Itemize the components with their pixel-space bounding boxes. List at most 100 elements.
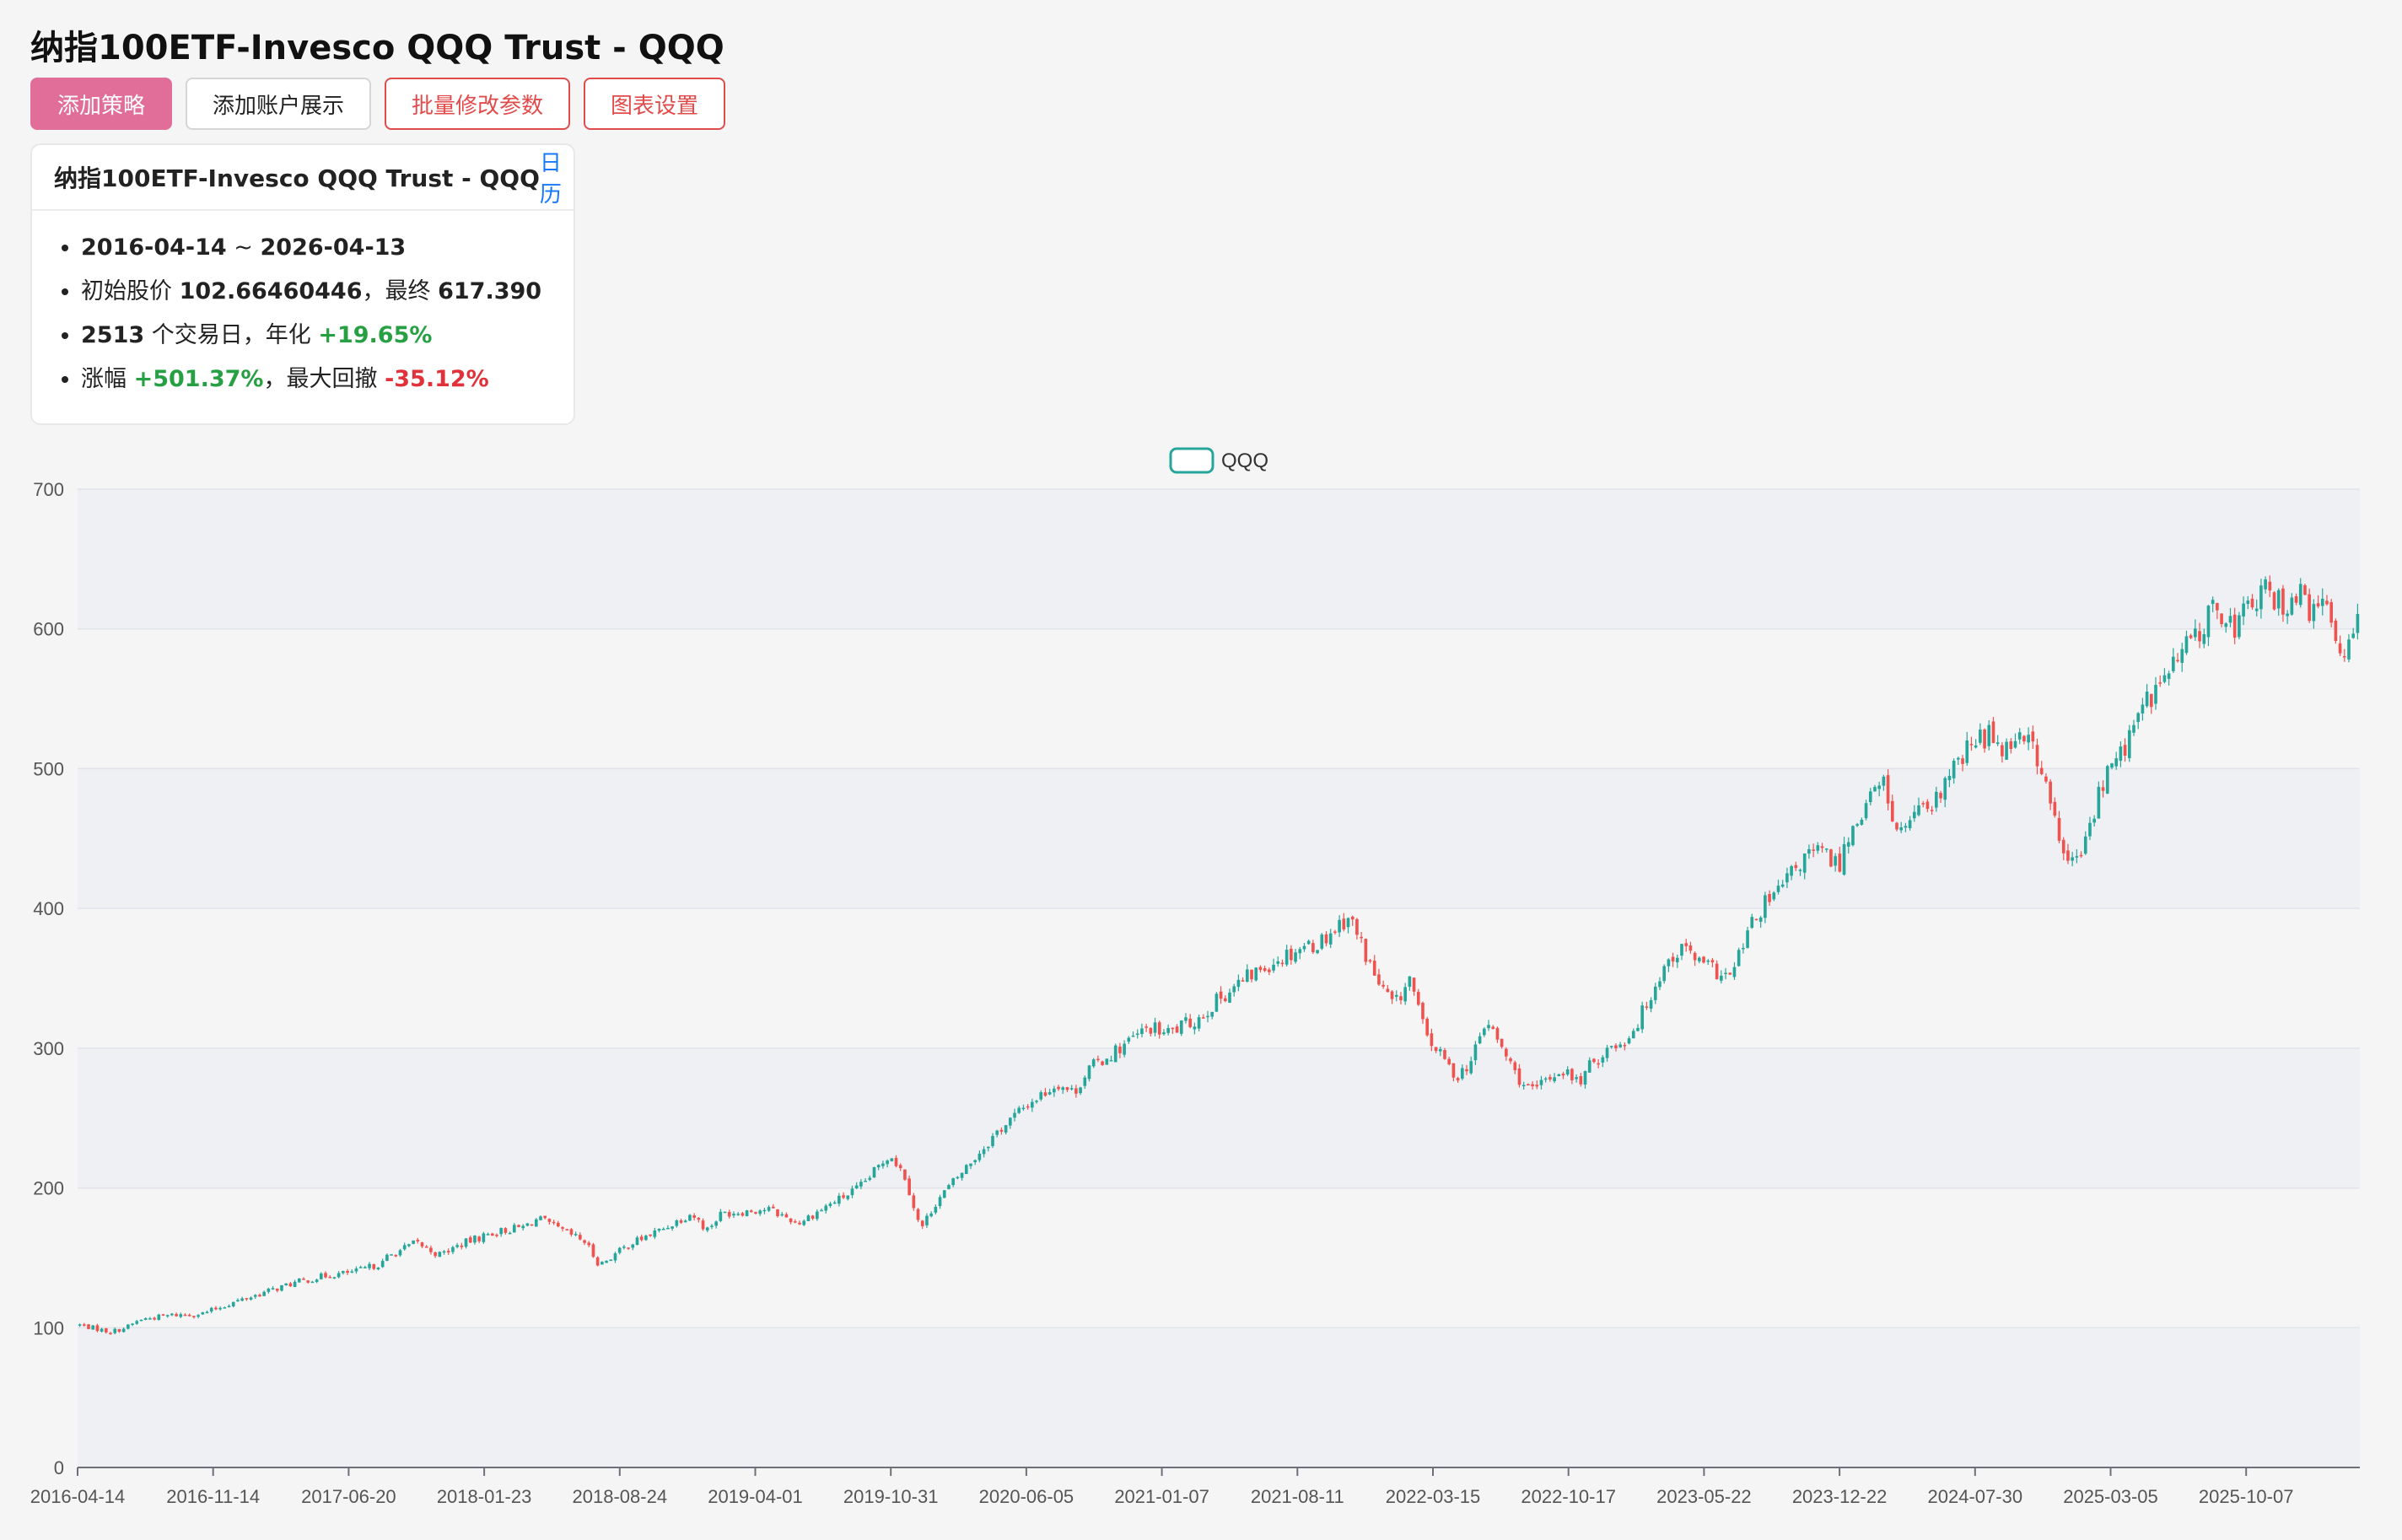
y-tick-label: 300 bbox=[33, 1038, 64, 1059]
candle bbox=[903, 1169, 907, 1180]
add-account-display-button[interactable]: 添加账户展示 bbox=[186, 78, 372, 130]
candle bbox=[424, 1247, 428, 1248]
start-date: 2016-04-14 bbox=[81, 234, 227, 261]
candle bbox=[2119, 746, 2123, 761]
candle bbox=[87, 1324, 90, 1329]
candle bbox=[920, 1220, 924, 1226]
candle bbox=[2264, 579, 2267, 590]
y-tick-label: 200 bbox=[33, 1178, 64, 1199]
candle bbox=[1974, 745, 1978, 748]
candle bbox=[113, 1328, 117, 1333]
candle bbox=[1342, 918, 1346, 930]
grid-band bbox=[78, 768, 2360, 909]
candle bbox=[1882, 776, 1886, 786]
candle bbox=[1820, 846, 1824, 848]
candle bbox=[2294, 595, 2298, 603]
candle bbox=[1649, 999, 1653, 1009]
candle bbox=[1531, 1084, 1534, 1086]
candle bbox=[1772, 892, 1776, 900]
candle bbox=[1570, 1069, 1574, 1080]
candle bbox=[1750, 917, 1754, 929]
candle bbox=[1886, 775, 1890, 804]
candle bbox=[776, 1209, 779, 1217]
candle bbox=[2286, 613, 2289, 617]
candle bbox=[486, 1234, 490, 1236]
candle bbox=[1754, 918, 1758, 921]
candle bbox=[876, 1165, 881, 1168]
candle bbox=[1069, 1088, 1074, 1090]
candle bbox=[1961, 758, 1964, 764]
candle bbox=[1201, 1017, 1205, 1019]
candle bbox=[455, 1245, 459, 1247]
calendar-link[interactable]: 日历 bbox=[539, 151, 562, 207]
candle bbox=[525, 1223, 530, 1226]
trading-days-item: 2513 个交易日，年化 +19.65% bbox=[81, 314, 552, 358]
candle bbox=[2281, 588, 2285, 615]
candle bbox=[139, 1319, 143, 1322]
candle bbox=[2083, 836, 2087, 854]
candle bbox=[1583, 1070, 1587, 1085]
candle bbox=[170, 1313, 174, 1316]
candle bbox=[402, 1245, 407, 1250]
candle bbox=[143, 1318, 148, 1320]
candle bbox=[2246, 600, 2250, 605]
x-tick-label: 2024-07-30 bbox=[1928, 1486, 2023, 1507]
candle bbox=[109, 1333, 112, 1335]
candle bbox=[1140, 1028, 1144, 1035]
candle bbox=[1758, 917, 1763, 922]
candle bbox=[1943, 778, 1947, 800]
candle bbox=[547, 1219, 552, 1222]
candle bbox=[1983, 730, 1986, 749]
candle bbox=[358, 1267, 363, 1268]
candle bbox=[789, 1218, 793, 1223]
candle bbox=[649, 1234, 652, 1236]
candle bbox=[2238, 615, 2241, 638]
candle bbox=[1017, 1107, 1021, 1113]
candle bbox=[227, 1306, 231, 1308]
candle bbox=[2194, 628, 2197, 638]
candle bbox=[780, 1214, 784, 1216]
candle bbox=[2167, 673, 2171, 679]
x-tick-label: 2019-10-31 bbox=[843, 1486, 939, 1507]
candle bbox=[999, 1129, 1004, 1132]
candle bbox=[1535, 1085, 1539, 1087]
candle bbox=[1004, 1125, 1008, 1133]
candle bbox=[719, 1211, 723, 1221]
candle bbox=[1991, 721, 1995, 743]
candle bbox=[569, 1229, 574, 1235]
candle bbox=[561, 1227, 564, 1229]
candle bbox=[1276, 961, 1280, 964]
candle bbox=[1241, 980, 1245, 982]
candle bbox=[973, 1160, 977, 1163]
candle bbox=[121, 1328, 126, 1333]
candle bbox=[1623, 1045, 1627, 1047]
candle bbox=[617, 1247, 622, 1253]
candle bbox=[504, 1228, 508, 1233]
candle bbox=[1105, 1058, 1109, 1065]
candle bbox=[832, 1202, 837, 1204]
candle bbox=[354, 1268, 358, 1272]
candle bbox=[306, 1280, 310, 1283]
x-tick-label: 2022-10-17 bbox=[1521, 1486, 1616, 1507]
candlestick-chart[interactable]: 0 100 200 300 400 500 600 700 2016-04-14 2016-11-… bbox=[0, 430, 2402, 1540]
batch-edit-params-button[interactable]: 批量修改参数 bbox=[385, 78, 571, 130]
add-strategy-button[interactable]: 添加策略 bbox=[30, 78, 173, 130]
x-tick-label: 2025-10-07 bbox=[2199, 1486, 2294, 1507]
candle bbox=[1338, 919, 1341, 933]
candle bbox=[1113, 1045, 1118, 1063]
candle bbox=[1728, 972, 1732, 975]
candle bbox=[2180, 649, 2184, 663]
candle bbox=[1223, 998, 1227, 1002]
candle bbox=[1377, 974, 1381, 985]
chart-settings-button[interactable]: 图表设置 bbox=[584, 78, 726, 130]
candle bbox=[1272, 964, 1275, 971]
candle bbox=[499, 1228, 503, 1235]
candle bbox=[148, 1318, 152, 1320]
legend-swatch bbox=[1169, 447, 1214, 474]
candle bbox=[688, 1214, 692, 1221]
candle bbox=[1925, 801, 1930, 810]
card-body: 2016-04-14 ~ 2026-04-13 初始股价 102.6646044… bbox=[32, 211, 574, 401]
candle bbox=[2242, 603, 2245, 617]
candle bbox=[407, 1244, 411, 1247]
candle bbox=[1684, 943, 1688, 946]
